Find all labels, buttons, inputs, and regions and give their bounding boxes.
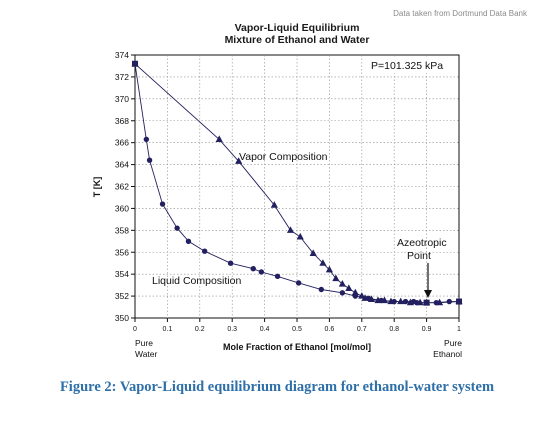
y-axis-label: T [K] bbox=[92, 177, 102, 198]
y-tick-label: 364 bbox=[115, 160, 129, 170]
liquid-composition-point bbox=[318, 286, 324, 293]
vapor-composition-point bbox=[338, 280, 346, 287]
x-tick-label: 0.5 bbox=[292, 326, 302, 333]
liquid-composition-point bbox=[201, 248, 208, 254]
series-layer bbox=[131, 59, 463, 306]
source-note: Data taken from Dortmund Data Bank bbox=[393, 9, 527, 18]
y-tick-label: 370 bbox=[115, 94, 129, 104]
liquid-composition-point bbox=[146, 157, 153, 163]
liquid-composition-point bbox=[185, 238, 192, 244]
y-tick-label: 366 bbox=[115, 138, 129, 148]
y-tick-label: 352 bbox=[115, 291, 129, 301]
liquid-composition-point bbox=[227, 260, 234, 266]
liquid-composition-point bbox=[414, 299, 420, 306]
x-axis-label: Mole Fraction of Ethanol [mol/mol] bbox=[223, 342, 371, 352]
x-tick-label: 0.3 bbox=[227, 326, 237, 333]
vle-chart: 350 352 354 356 358 360 362 364 366 368 370 372 374 0… bbox=[92, 50, 463, 359]
x-tick-label: 0 bbox=[133, 326, 137, 333]
y-tick-label: 368 bbox=[115, 116, 129, 126]
vapor-composition-point bbox=[319, 259, 327, 266]
y-tick-label: 372 bbox=[115, 72, 129, 82]
pure-water-label-line-1: Pure bbox=[135, 338, 153, 348]
pressure-label-box bbox=[369, 58, 457, 73]
x-tick-label: 0.8 bbox=[389, 326, 399, 333]
x-tick-label: 0.2 bbox=[195, 326, 205, 333]
pressure-label: P=101.325 kPa bbox=[371, 60, 443, 72]
x-tick-label: 0.4 bbox=[260, 326, 270, 333]
azeotrope-arrowhead bbox=[424, 290, 432, 298]
ethanol-boiling-point bbox=[456, 298, 462, 305]
y-tick-label: 350 bbox=[115, 313, 129, 323]
liquid-composition-point bbox=[446, 298, 452, 305]
liquid-composition-point bbox=[258, 269, 265, 275]
liquid-composition-point bbox=[250, 265, 256, 272]
y-tick-label: 354 bbox=[115, 269, 129, 279]
liquid-composition-point bbox=[433, 299, 440, 306]
x-tick-label: 0.7 bbox=[357, 326, 367, 333]
x-tick-label: 0.1 bbox=[163, 326, 173, 333]
vapor-composition-point bbox=[397, 297, 405, 305]
vapor-composition-point bbox=[235, 157, 243, 164]
azeotrope-annotation-line-1: Azeotropic bbox=[397, 237, 447, 249]
vapor-composition-point bbox=[215, 135, 223, 142]
liquid-composition-point bbox=[274, 273, 281, 280]
x-tick-label: 0.9 bbox=[422, 326, 432, 333]
liquid-composition-point bbox=[339, 290, 346, 296]
vapor-composition-point bbox=[345, 284, 353, 292]
liquid-composition-point bbox=[174, 225, 180, 231]
azeotrope-point bbox=[423, 299, 430, 306]
liquid-composition-point bbox=[352, 293, 359, 299]
azeotrope-annotation-line-2: Point bbox=[407, 250, 431, 262]
x-tick-label: 1 bbox=[457, 326, 461, 333]
chart-subtitle: Mixture of Ethanol and Water bbox=[224, 34, 370, 46]
vapor-composition-point bbox=[286, 226, 295, 233]
vapor-composition-point bbox=[332, 274, 340, 282]
liquid-composition-point bbox=[295, 280, 302, 286]
liquid-composition-point bbox=[159, 201, 166, 207]
figure-caption: Figure 2: Vapor-Liquid equilibrium diagr… bbox=[59, 379, 495, 395]
y-tick-label: 374 bbox=[115, 50, 129, 60]
liquid-composition-point bbox=[378, 297, 384, 304]
pure-ethanol-label-line-2: Ethanol bbox=[433, 349, 462, 359]
chart-title: Vapor-Liquid Equilibrium bbox=[234, 22, 360, 34]
pure-ethanol-label-line-1: Pure bbox=[444, 338, 462, 348]
liquid-composition-point bbox=[365, 295, 371, 301]
x-tick-label: 0.6 bbox=[325, 326, 335, 333]
y-tick-label: 360 bbox=[115, 203, 129, 213]
axis-ticks: 350 352 354 356 358 360 362 364 366 368 370 372 374 0… bbox=[115, 50, 461, 333]
liquid-composition-point bbox=[143, 136, 150, 143]
pure-water-label-line-2: Water bbox=[135, 349, 158, 359]
vapor-composition-point bbox=[325, 265, 333, 273]
vapor-composition-point bbox=[296, 232, 304, 240]
vapor-composition-point bbox=[309, 249, 317, 256]
grid-lines bbox=[135, 55, 459, 318]
chart-title-block: Vapor-Liquid Equilibrium Mixture of Etha… bbox=[135, 22, 459, 46]
liquid-composition-point bbox=[391, 298, 397, 305]
y-tick-label: 356 bbox=[115, 247, 129, 257]
y-tick-label: 362 bbox=[115, 182, 129, 192]
liquid-composition-point bbox=[402, 298, 409, 305]
vapor-composition-point bbox=[270, 201, 278, 208]
liquid-annotation: Liquid Composition bbox=[152, 275, 241, 287]
water-boiling-point bbox=[132, 60, 138, 67]
vapor-annotation: Vapor Composition bbox=[239, 151, 328, 163]
y-tick-label: 358 bbox=[115, 225, 129, 235]
vapor-composition-point bbox=[351, 288, 359, 296]
